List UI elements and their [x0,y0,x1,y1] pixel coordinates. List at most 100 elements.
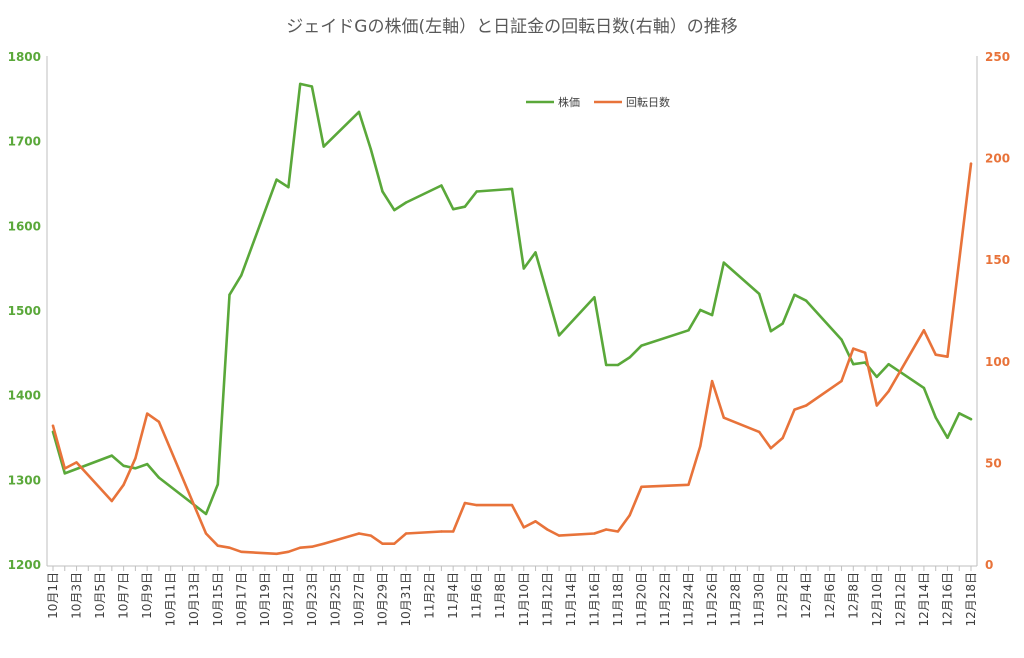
x-tick-label: 11月10日 [517,572,531,627]
price-point [310,85,314,88]
left-y-tick-label: 1200 [8,558,41,572]
price-point [863,361,867,364]
turnover-point [63,467,66,470]
price-point [805,299,808,302]
price-point [946,436,949,439]
turnover-point [946,355,949,358]
turnover-point [204,532,208,535]
x-tick-label: 10月27日 [352,572,366,627]
series-line-price [51,82,973,516]
price-point [534,251,537,254]
price-point [228,293,231,296]
turnover-point [934,353,937,356]
turnover-point [605,528,608,531]
x-tick-label: 11月12日 [540,572,554,627]
price-point [969,418,973,421]
price-point [110,454,114,457]
x-tick-label: 11月22日 [658,572,672,627]
x-tick-label: 10月1日 [46,572,60,619]
price-point [287,186,290,189]
price-point [146,462,149,466]
turnover-point [852,347,855,350]
x-tick-label: 10月9日 [140,572,154,619]
turnover-point [393,542,396,545]
x-tick-label: 11月18日 [611,572,625,627]
price-point [134,467,137,470]
price-point [475,190,478,193]
x-tick-label: 11月24日 [682,572,696,627]
price-point [593,296,596,299]
x-tick-label: 11月4日 [446,572,460,619]
turnover-point [593,532,596,535]
x-tick-label: 12月12日 [893,572,907,627]
left-y-tick-label: 1700 [8,135,41,149]
x-tick-label: 10月25日 [328,572,342,627]
price-point [369,147,372,151]
x-tick-label: 10月15日 [211,572,225,627]
price-point [875,375,878,379]
left-y-tick-label: 1600 [8,219,41,233]
x-tick-label: 11月6日 [470,572,484,619]
axes-group: 1200 1300 1400 1500 1600 1700 1800 0 50 100 150 200… [8,50,1010,627]
turnover-point [687,483,690,486]
turnover-point [522,526,525,529]
price-point [887,363,890,366]
x-tick-label: 10月17日 [234,572,248,627]
turnover-point [805,404,808,407]
turnover-point [793,408,796,411]
turnover-point [758,430,761,434]
price-point [216,483,219,486]
turnover-point [240,550,243,553]
x-tick-label: 10月19日 [258,572,272,627]
price-point [275,178,278,181]
x-tick-label: 12月8日 [846,572,860,619]
series-line-turnover-days [51,162,973,556]
turnover-point [699,444,702,448]
price-point [322,145,325,148]
price-point [852,363,855,366]
right-y-tick-label: 250 [985,50,1010,64]
x-tick-label: 10月21日 [281,572,295,627]
right-y-tick-label: 50 [985,456,1002,470]
legend: 株価 回転日数 [526,95,670,109]
turnover-point [216,544,219,547]
turnover-point [51,424,55,427]
price-point [240,274,243,277]
right-y-tick-label: 0 [985,558,993,572]
price-point [840,338,843,341]
turnover-point [534,520,537,523]
chart-title: ジェイドGの株価(左軸）と日証金の回転日数(右軸）の推移 [286,17,737,37]
turnover-point [369,534,372,537]
turnover-point [122,483,125,486]
x-tick-label: 10月31日 [399,572,413,627]
price-point [640,344,643,347]
x-tick-label: 11月2日 [423,572,437,619]
turnover-point [275,552,278,555]
turnover-point [887,390,890,393]
price-point [628,356,631,359]
turnover-point [781,436,784,440]
turnover-point [357,532,361,535]
turnover-point [310,545,314,548]
price-point [299,82,302,86]
turnover-point [452,530,455,533]
turnover-point [710,379,714,383]
legend-label-price: 株価 [558,95,580,109]
price-point [557,334,561,337]
x-tick-label: 11月28日 [729,572,743,627]
turnover-point [557,534,561,537]
turnover-point [510,503,514,507]
legend-label-turnover: 回転日数 [626,96,670,109]
x-tick-label: 12月2日 [776,572,790,619]
series-layer [51,82,973,556]
x-tick-label: 10月29日 [376,572,390,627]
turnover-point [287,550,290,553]
turnover-point [463,501,467,505]
price-point [687,329,690,332]
x-tick-label: 11月20日 [634,572,648,627]
x-tick-label: 10月7日 [117,572,131,619]
price-point [204,512,208,516]
turnover-point [75,461,78,464]
turnover-point [922,329,926,332]
